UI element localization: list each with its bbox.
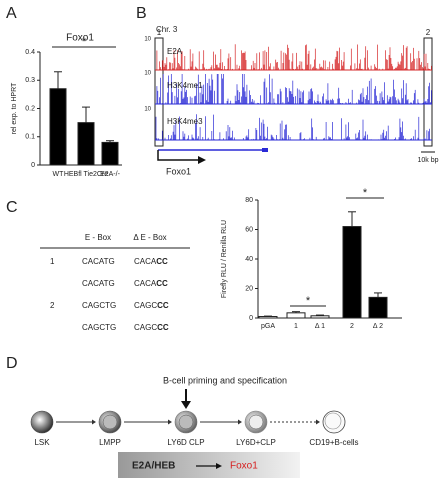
panel-label: B [136, 5, 147, 22]
site-number: 2 [50, 301, 55, 310]
y-tick-label: 0.1 [25, 134, 35, 141]
y-axis-label: Firefly RLU / Renilla RLU [221, 220, 228, 298]
y-tick-label: 0.4 [25, 49, 35, 56]
y-tick-label: 20 [245, 285, 253, 292]
x-tick-label: 1 [294, 323, 298, 330]
sequence-part: CAGC [134, 301, 157, 310]
x-tick-label: pGA [261, 323, 275, 330]
transcription-arrow [157, 150, 200, 161]
x-tick-label: E2A-/- [100, 171, 121, 178]
bar [49, 88, 67, 166]
mutated-bases: CC [156, 279, 168, 288]
cell-label: LY6D+CLP [236, 438, 276, 447]
arrowhead [168, 419, 172, 425]
bar [258, 316, 278, 319]
arrowhead [216, 463, 222, 469]
mutant-sequence: CAGCCC [134, 323, 169, 332]
cell-nucleus [324, 412, 342, 430]
track-signal [155, 114, 431, 140]
table-header: E - Box [85, 233, 111, 242]
cell-label: LSK [34, 438, 50, 447]
diagram-title: B-cell priming and specification [163, 375, 287, 385]
track-scale: 10 [144, 107, 151, 113]
y-tick-label: 0 [249, 315, 253, 322]
y-tick-label: 0.2 [25, 105, 35, 112]
panel-label: D [6, 355, 18, 372]
x-tick-label: WT [53, 171, 65, 178]
sequence-part: CACA [134, 279, 157, 288]
cell-nucleus [102, 414, 118, 430]
track [155, 74, 432, 105]
significance-label: * [363, 187, 368, 199]
bar [77, 122, 95, 166]
x-tick-label: Δ 1 [315, 323, 325, 330]
track [155, 44, 432, 71]
cell-label: LY6D CLP [167, 438, 204, 447]
mutant-sequence: CAGCCC [134, 301, 169, 310]
significance-label: * [306, 295, 311, 307]
track-name: H3K4me3 [167, 117, 203, 126]
gene-label: Foxo1 [166, 166, 191, 176]
bar [310, 315, 330, 319]
y-tick-label: 80 [245, 197, 253, 204]
y-tick-label: 0.3 [25, 77, 35, 84]
arrowhead [316, 419, 320, 425]
table-header: Δ E - Box [133, 233, 166, 242]
x-tick-label: Δ 2 [373, 323, 383, 330]
x-tick-label: HEBfl Tie2Cre [64, 171, 108, 178]
y-axis-label: rel exp. to HPRT [11, 82, 18, 134]
cell [30, 410, 54, 434]
track-name: E2A [167, 47, 183, 56]
panel-label: C [6, 199, 18, 216]
scale-bar-label: 10k bp [417, 157, 438, 164]
mutated-bases: CC [157, 323, 169, 332]
cell-nucleus [178, 414, 194, 430]
mutated-bases: CC [157, 301, 169, 310]
panel-label: A [6, 5, 17, 22]
chromosome-label: Chr. 3 [156, 25, 178, 34]
regulation-box [118, 452, 300, 478]
track [155, 114, 432, 141]
track-name: H3K4me1 [167, 81, 203, 90]
y-tick-label: 0 [31, 162, 35, 169]
sequence-part: CAGC [134, 323, 157, 332]
track-signal [155, 74, 432, 104]
ebox-sequence: CAGCTG [82, 323, 116, 332]
bar [286, 312, 306, 319]
site-number: 1 [50, 257, 55, 266]
significance-label: * [82, 36, 87, 48]
bar [342, 226, 362, 319]
y-tick-label: 40 [245, 256, 253, 263]
x-tick-label: 2 [350, 323, 354, 330]
y-tick-label: 60 [245, 226, 253, 233]
mutant-sequence: CACACC [134, 279, 168, 288]
region-label: 2 [426, 28, 431, 37]
track-signal [156, 44, 432, 70]
mutated-bases: CC [156, 257, 168, 266]
arrowhead [198, 156, 206, 164]
target-label: Foxo1 [230, 461, 258, 472]
cell-label: LMPP [99, 438, 121, 447]
region-label: 1 [157, 28, 162, 37]
track-scale: 10 [144, 71, 151, 77]
ebox-sequence: CACATG [82, 257, 115, 266]
bar [101, 141, 119, 166]
cell-label: CD19+B-cells [309, 438, 358, 447]
region-box [423, 37, 433, 147]
gene-exon [262, 148, 268, 152]
arrowhead [238, 419, 242, 425]
cell-nucleus [248, 414, 264, 430]
track-scale: 10 [144, 37, 151, 43]
mutant-sequence: CACACC [134, 257, 168, 266]
cell [322, 410, 346, 434]
ebox-sequence: CACATG [82, 279, 115, 288]
regulator-label: E2A/HEB [132, 461, 175, 472]
ebox-sequence: CAGCTG [82, 301, 116, 310]
arrowhead [92, 419, 96, 425]
chart-title: Foxo1 [66, 33, 94, 44]
arrowhead [181, 401, 191, 409]
bar [368, 296, 388, 319]
sequence-part: CACA [134, 257, 157, 266]
